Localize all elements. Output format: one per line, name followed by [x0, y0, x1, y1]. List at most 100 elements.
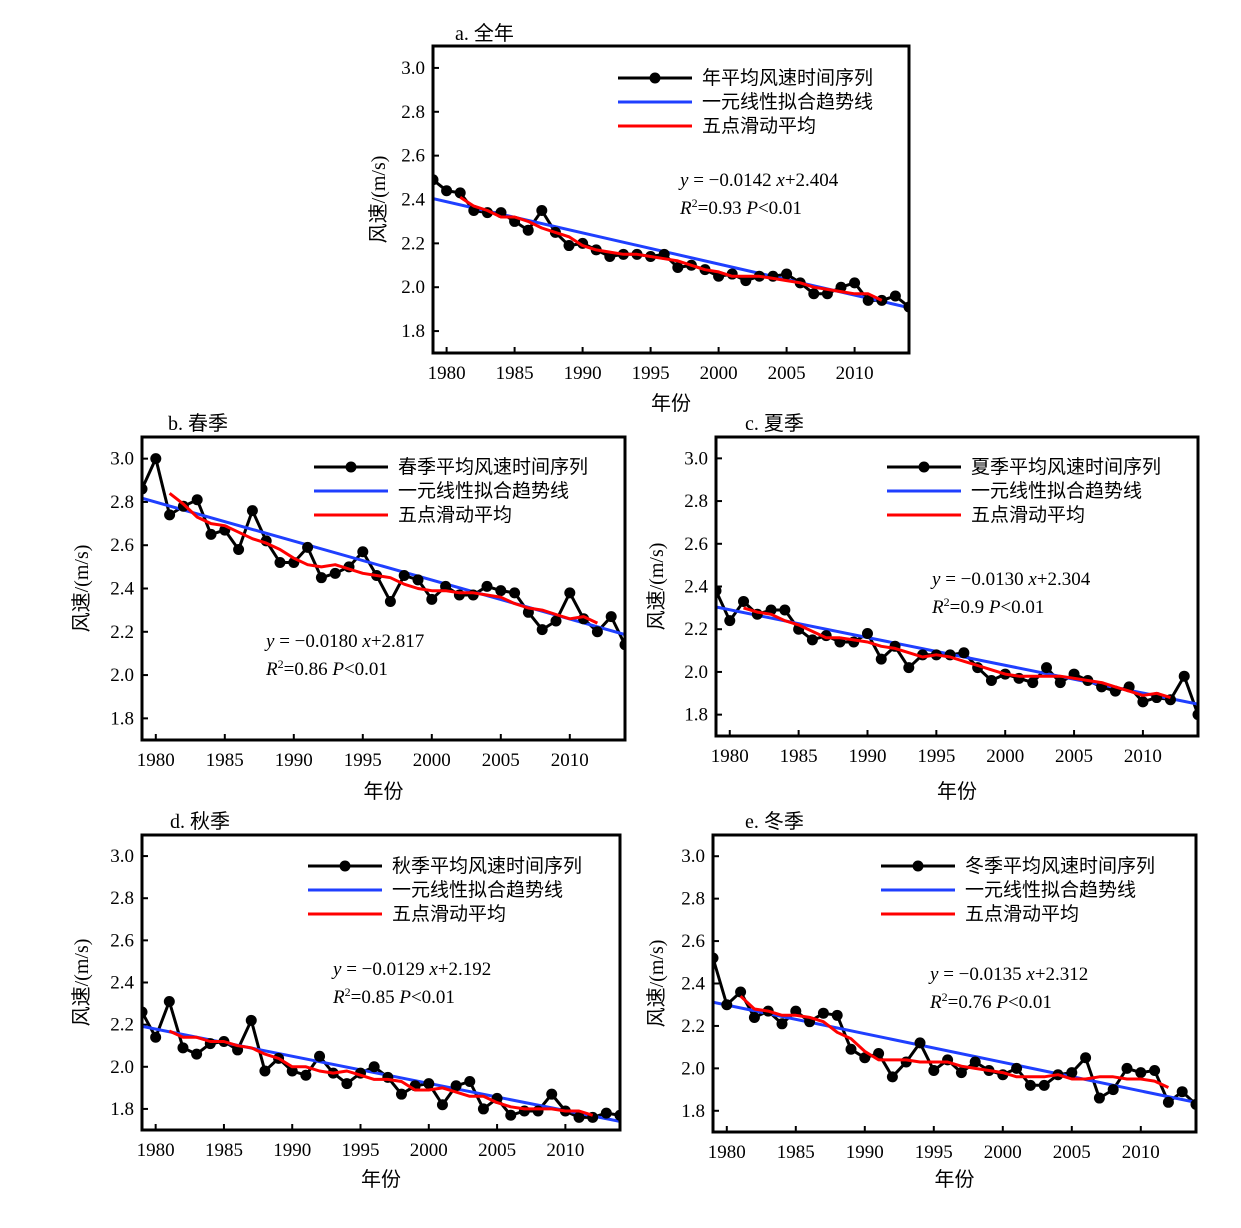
- observed-point: [889, 290, 901, 302]
- observed-point: [205, 528, 217, 540]
- x-tick-label: 2010: [546, 1140, 584, 1161]
- observed-point: [426, 593, 438, 605]
- observed-point: [536, 204, 548, 216]
- x-tick-label: 2005: [482, 750, 520, 771]
- observed-point: [985, 674, 997, 686]
- observed-point: [591, 626, 603, 638]
- y-tick-label: 3.0: [110, 846, 134, 867]
- x-tick-label: 2010: [1122, 1142, 1160, 1163]
- observed-point: [886, 1071, 898, 1083]
- x-axis-label: 年份: [361, 1168, 401, 1191]
- observed-point: [1027, 677, 1039, 689]
- observed-point: [191, 494, 203, 506]
- x-tick-label: 1985: [780, 746, 818, 767]
- observed-point: [564, 587, 576, 599]
- observed-point: [1107, 1084, 1119, 1096]
- x-tick-label: 1980: [708, 1142, 746, 1163]
- observed-point: [164, 509, 176, 521]
- legend-label-2: 五点滑动平均: [971, 504, 1085, 526]
- observed-point: [1024, 1079, 1036, 1091]
- y-tick-label: 2.2: [401, 233, 425, 254]
- legend-label-0: 春季平均风速时间序列: [398, 456, 588, 478]
- x-tick-label: 2005: [478, 1140, 516, 1161]
- observed-point: [412, 574, 424, 586]
- plot-frame: [431, 44, 911, 355]
- observed-point: [450, 1080, 462, 1092]
- chart-panel-3: d. 秋季 1.8 2.0 2.2 2.4 2.6 2.8 3.0 1980 1985 1990 19…: [70, 810, 622, 1191]
- observed-point: [441, 185, 453, 197]
- observed-point: [522, 224, 534, 236]
- observed-point: [969, 1056, 981, 1068]
- y-tick-label: 2.4: [681, 974, 705, 995]
- observed-point: [1137, 696, 1149, 708]
- observed-point: [781, 268, 793, 280]
- x-tick-label: 1985: [496, 363, 534, 384]
- observed-point: [536, 624, 548, 636]
- observed-point: [849, 277, 861, 289]
- x-tick-label: 2005: [768, 363, 806, 384]
- y-axis-label: 风速/(m/s): [645, 543, 668, 631]
- observed-point: [259, 1065, 271, 1077]
- observed-point: [245, 1014, 257, 1026]
- chart-panel-1: b. 春季 1.8 2.0 2.2 2.4 2.6 2.8 3.0 1980 1985 1990 19…: [70, 412, 627, 803]
- y-tick-label: 2.4: [401, 190, 425, 211]
- observed-point: [532, 1105, 544, 1117]
- x-tick-label: 1980: [428, 363, 466, 384]
- observed-point: [861, 627, 873, 639]
- legend-label-0: 冬季平均风速时间序列: [965, 855, 1155, 877]
- legend-label-1: 一元线性拟合趋势线: [965, 879, 1136, 901]
- equation-line: y = −0.0180 x+2.817: [264, 631, 424, 652]
- observed-point: [779, 604, 791, 616]
- observed-point: [464, 1076, 476, 1088]
- x-tick-label: 1995: [917, 746, 955, 767]
- observed-point: [436, 1099, 448, 1111]
- observed-point: [300, 1069, 312, 1081]
- observed-point: [150, 453, 162, 465]
- x-tick-label: 2000: [984, 1142, 1022, 1163]
- observed-point: [454, 187, 466, 199]
- observed-point: [1066, 1067, 1078, 1079]
- x-tick-label: 1995: [632, 363, 670, 384]
- observed-point: [1093, 1092, 1105, 1104]
- legend-label-1: 一元线性拟合趋势线: [702, 91, 873, 113]
- observed-point: [776, 1018, 788, 1030]
- observed-point: [862, 294, 874, 306]
- observed-point: [1041, 662, 1053, 674]
- observed-point: [563, 240, 575, 252]
- y-tick-label: 2.2: [681, 1016, 705, 1037]
- observed-point: [1135, 1067, 1147, 1079]
- y-tick-label: 2.0: [110, 1057, 134, 1078]
- legend-marker: [912, 860, 924, 872]
- y-tick-label: 2.0: [401, 277, 425, 298]
- y-tick-label: 3.0: [110, 449, 134, 470]
- observed-point: [246, 505, 258, 517]
- x-tick-label: 1990: [273, 1140, 311, 1161]
- legend-marker: [649, 72, 661, 84]
- equation-line: y = −0.0135 x+2.312: [928, 964, 1088, 985]
- observed-point: [395, 1088, 407, 1100]
- observed-point: [384, 595, 396, 607]
- observed-point: [735, 986, 747, 998]
- observed-point: [875, 653, 887, 665]
- observed-point: [481, 580, 493, 592]
- observed-point: [672, 261, 684, 273]
- y-tick-label: 1.8: [681, 1101, 705, 1122]
- x-tick-label: 1980: [711, 746, 749, 767]
- observed-point: [724, 615, 736, 627]
- plot-frame: [714, 435, 1200, 738]
- legend-label-1: 一元线性拟合趋势线: [971, 480, 1142, 502]
- legend-label-0: 年平均风速时间序列: [702, 67, 873, 89]
- observed-point: [163, 995, 175, 1007]
- x-tick-label: 1985: [205, 1140, 243, 1161]
- x-axis-label: 年份: [937, 780, 977, 803]
- y-tick-label: 2.8: [110, 492, 134, 513]
- observed-point: [740, 275, 752, 287]
- observed-point: [808, 288, 820, 300]
- observed-point: [550, 615, 562, 627]
- r2-line: R2=0.85 P<0.01: [332, 985, 455, 1008]
- observed-point: [573, 1111, 585, 1123]
- y-tick-label: 2.4: [684, 577, 708, 598]
- y-tick-label: 1.8: [684, 705, 708, 726]
- observed-point: [903, 662, 915, 674]
- observed-point: [440, 580, 452, 592]
